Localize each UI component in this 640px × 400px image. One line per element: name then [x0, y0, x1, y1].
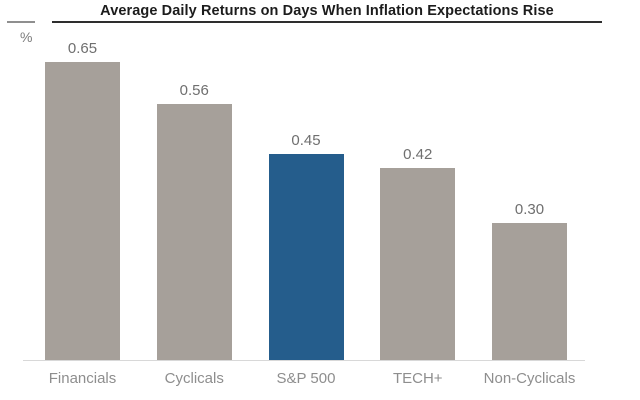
category-label-text: Cyclicals — [164, 370, 224, 387]
bar-group-cyclicals: 0.56 — [156, 81, 232, 360]
bar-non-cyclicals — [492, 222, 567, 360]
category-label-text: Non-Cyclicals — [483, 370, 576, 387]
category-labels: Financials Cyclicals S&P 500 TECH+ Non-Cycli… — [45, 370, 576, 387]
bar-group-non-cyclicals: 0.30 — [492, 201, 567, 360]
chart-title: Average Daily Returns on Days When Infla… — [100, 3, 554, 19]
bar-tech — [380, 167, 456, 360]
title-underline-rule — [52, 21, 602, 23]
value-label-s-p-500: 0.45 — [291, 131, 321, 149]
value-label-non-cyclicals: 0.30 — [514, 200, 545, 218]
axis-top-rule — [7, 21, 35, 23]
category-label-non-cyclicals: Non-Cyclicals — [484, 370, 576, 387]
value-label-financials: 0.65 — [67, 40, 98, 58]
y-axis-unit-label: % — [20, 29, 33, 45]
value-label-tech: 0.42 — [403, 145, 433, 163]
bar-financials — [45, 62, 120, 360]
category-label-financials: Financials — [45, 370, 120, 387]
category-label-s-p-500: S&P 500 — [269, 370, 344, 387]
category-label-tech: TECH+ — [380, 370, 455, 387]
value-label-cyclicals: 0.56 — [179, 81, 209, 99]
bar-group-s-p-500: 0.45 — [268, 131, 344, 360]
bar-s-p-500 — [268, 153, 344, 360]
x-axis-baseline — [23, 360, 585, 361]
category-label-text: TECH+ — [392, 370, 443, 387]
category-label-cyclicals: Cyclicals — [157, 370, 232, 387]
bar-group-tech: 0.42 — [380, 145, 456, 360]
bar-group-financials: 0.65 — [45, 40, 120, 360]
bars: 0.65 0.56 0.45 0.42 0.30 — [45, 0, 567, 360]
category-label-text: S&P 500 — [276, 370, 336, 387]
bar-cyclicals — [156, 103, 232, 360]
category-label-text: Financials — [48, 370, 117, 387]
